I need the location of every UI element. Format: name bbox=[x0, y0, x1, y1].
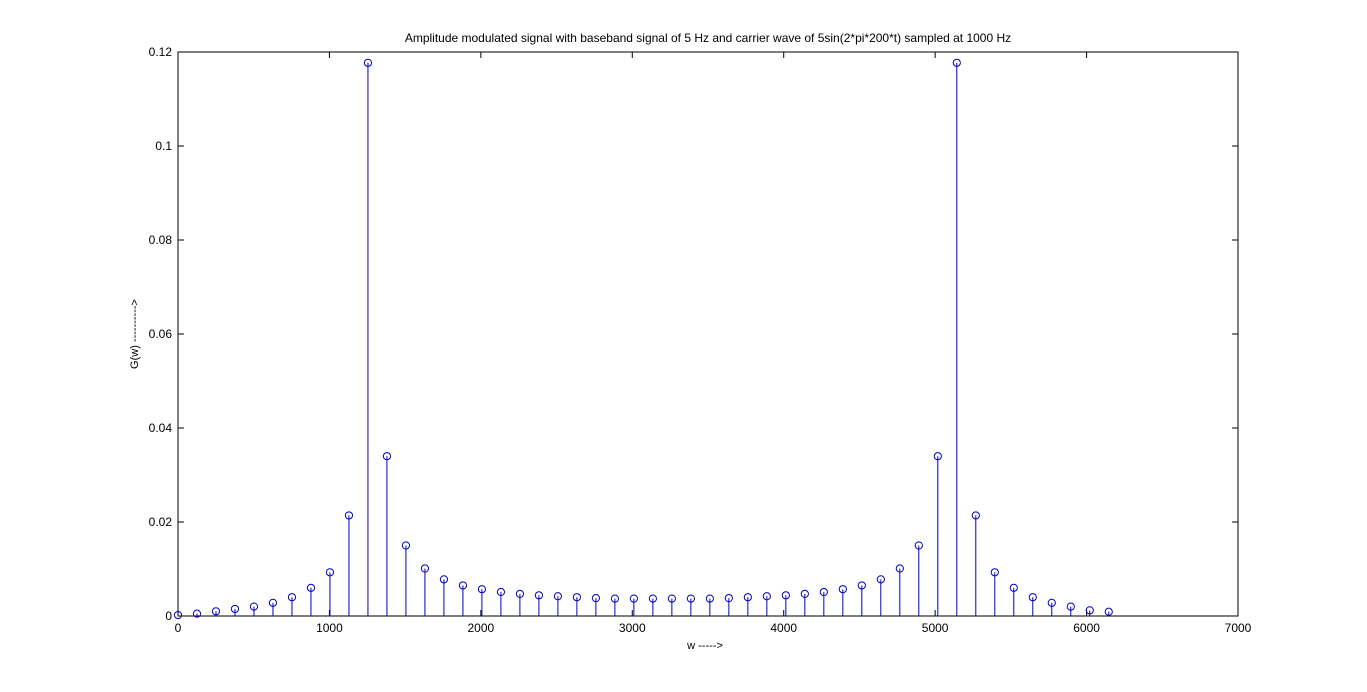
stem-marker bbox=[1028, 593, 1037, 602]
stem-marker bbox=[420, 564, 430, 573]
x-tick-label: 3000 bbox=[619, 621, 646, 635]
stem-marker bbox=[952, 58, 961, 67]
stem-marker bbox=[838, 585, 847, 594]
x-tick-label: 5000 bbox=[922, 621, 949, 635]
stem-marker bbox=[515, 589, 525, 599]
x-tick-label: 6000 bbox=[1073, 621, 1100, 635]
stem-marker bbox=[1066, 602, 1075, 611]
x-tick-label: 2000 bbox=[468, 621, 495, 635]
stem-marker bbox=[230, 604, 240, 614]
stem-marker bbox=[667, 594, 676, 603]
x-axis-label: w -----> bbox=[686, 640, 723, 652]
stem-marker bbox=[382, 452, 392, 461]
stem-marker bbox=[990, 568, 999, 577]
stem-marker bbox=[192, 609, 202, 618]
stem-marker bbox=[800, 589, 809, 599]
axes-box bbox=[177, 51, 1239, 617]
stem-marker bbox=[249, 602, 259, 611]
stem-marker bbox=[1009, 583, 1018, 592]
stem-marker bbox=[1047, 598, 1056, 607]
y-tick-label: 0.06 bbox=[149, 327, 173, 341]
stem-marker bbox=[306, 583, 316, 592]
stem-marker bbox=[686, 594, 695, 603]
stem-marker bbox=[591, 594, 600, 603]
stem-marker bbox=[648, 594, 657, 603]
stem-marker bbox=[572, 593, 581, 602]
stem-marker bbox=[344, 511, 354, 520]
stem-marker bbox=[933, 452, 942, 461]
y-axis-label: G(w) ----------> bbox=[129, 299, 141, 369]
stem-marker bbox=[458, 581, 468, 590]
stem-marker bbox=[211, 607, 221, 616]
stem-marker bbox=[971, 511, 980, 520]
stem-marker bbox=[268, 598, 278, 607]
plot-area bbox=[177, 51, 1239, 617]
stem-marker bbox=[819, 587, 828, 597]
stem-marker bbox=[1104, 607, 1113, 616]
stem-marker bbox=[914, 541, 923, 550]
stem-marker bbox=[629, 594, 638, 603]
chart-title: Amplitude modulated signal with baseband… bbox=[405, 31, 1011, 45]
stem-marker bbox=[743, 593, 752, 602]
x-tick-label: 4000 bbox=[770, 621, 797, 635]
stem-marker bbox=[173, 610, 183, 620]
stem-marker bbox=[610, 594, 619, 603]
stem-marker bbox=[876, 575, 885, 584]
y-tick-label: 0.08 bbox=[149, 233, 173, 247]
stem-marker bbox=[496, 587, 506, 597]
stem-marker bbox=[705, 594, 714, 603]
stem-marker bbox=[534, 591, 543, 600]
x-tick-label: 0 bbox=[175, 621, 182, 635]
data-stems bbox=[173, 58, 1113, 620]
y-tick-label: 0.02 bbox=[149, 515, 173, 529]
stem-marker bbox=[895, 564, 904, 573]
stem-marker bbox=[363, 58, 373, 67]
stem-marker bbox=[1085, 606, 1094, 615]
axis-ticks: 0 1000 2000 3000 4000 5000 6000 7000 0 0.02 0.04 0.… bbox=[149, 45, 1252, 635]
y-tick-label: 0.1 bbox=[155, 139, 172, 153]
stem-marker bbox=[477, 585, 487, 594]
x-tick-label: 7000 bbox=[1225, 621, 1252, 635]
stem-marker bbox=[781, 591, 790, 600]
y-tick-label: 0 bbox=[165, 609, 172, 623]
stem-marker bbox=[287, 593, 297, 602]
stem-marker bbox=[857, 581, 866, 590]
stem-marker bbox=[401, 541, 411, 550]
stem-marker bbox=[439, 575, 449, 584]
y-tick-label: 0.12 bbox=[149, 45, 173, 59]
stem-marker bbox=[762, 592, 771, 601]
stem-marker bbox=[553, 592, 563, 601]
stem-marker bbox=[724, 594, 733, 603]
y-tick-label: 0.04 bbox=[149, 421, 173, 435]
x-tick-label: 1000 bbox=[316, 621, 343, 635]
stem-marker bbox=[325, 568, 335, 577]
